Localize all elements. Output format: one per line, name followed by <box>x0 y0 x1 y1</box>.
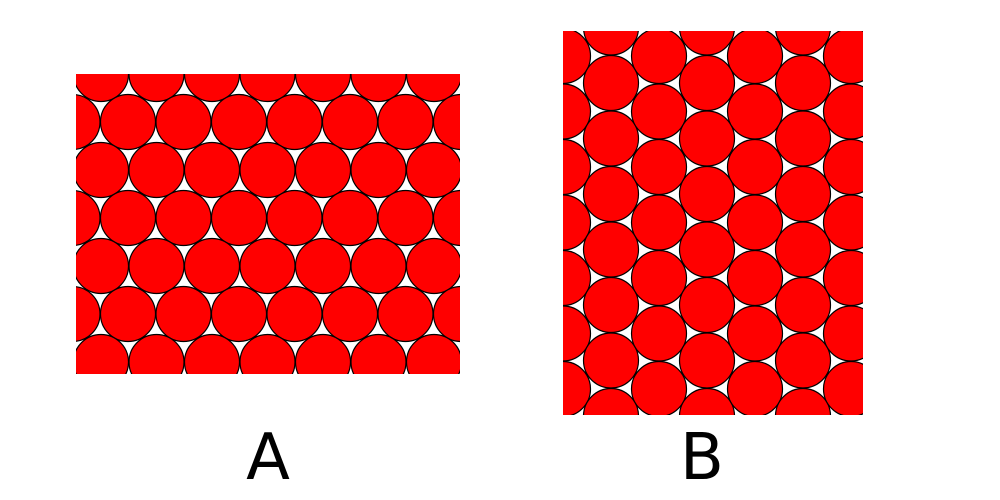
panel-a-circle <box>155 189 212 247</box>
panel-a-circle <box>377 285 434 343</box>
panel-b-circle <box>582 110 640 167</box>
panel-a-circle <box>210 93 268 151</box>
panel-b-hexagonal-packing <box>563 31 863 415</box>
panel-a-circle <box>432 189 460 247</box>
panel-a-circle <box>321 93 379 151</box>
panel-a-circle <box>183 141 241 199</box>
panel-a-circle <box>266 285 323 343</box>
panel-a-circle <box>350 141 407 199</box>
panel-a-circle <box>239 74 296 103</box>
panel-a-hexagonal-packing <box>76 74 460 374</box>
panel-b-circle <box>678 276 736 334</box>
panel-a-circle <box>76 74 130 103</box>
panel-a-circle <box>350 237 407 295</box>
panel-b-circle <box>563 194 592 251</box>
panel-a-circle <box>99 285 157 343</box>
panel-b-circle <box>774 54 832 112</box>
panel-a-circle <box>76 237 130 295</box>
panel-b-circle <box>582 332 640 389</box>
panel-a-circle <box>321 189 379 247</box>
panel-b-circle <box>678 221 736 278</box>
panel-b-circle <box>774 387 832 415</box>
panel-a-circle <box>239 141 296 199</box>
panel-b-circle <box>678 387 736 415</box>
panel-a-circle <box>239 237 296 295</box>
panel-a-circle <box>128 237 185 295</box>
panel-a-circle <box>128 74 185 103</box>
panel-b-circle <box>630 305 688 362</box>
panel-b-circle <box>774 110 832 167</box>
panel-b-circle <box>774 221 832 278</box>
panel-b-circle <box>563 83 592 140</box>
panel-b-circle <box>726 31 784 85</box>
panel-a-circle <box>266 189 323 247</box>
panel-b-circle <box>678 110 736 167</box>
panel-b-circle <box>630 31 688 85</box>
panel-a-circle <box>128 141 185 199</box>
panel-a-circle <box>294 141 352 199</box>
panel-a-circle <box>294 74 352 103</box>
panel-a-circle <box>155 285 212 343</box>
panel-b-circle <box>563 360 592 415</box>
panel-b-circle <box>563 249 592 307</box>
panel-b-circle <box>582 54 640 112</box>
panel-a-circle <box>210 285 268 343</box>
panel-a-circle <box>294 237 352 295</box>
panel-b-circle <box>726 360 784 415</box>
panel-b-circle <box>726 83 784 140</box>
panel-a-circle <box>432 93 460 151</box>
panel-b-circle <box>774 165 832 223</box>
panel-a-circle <box>321 285 379 343</box>
panel-a-circle <box>432 285 460 343</box>
panel-b-circle <box>774 332 832 389</box>
panel-b-circle <box>822 360 863 415</box>
panel-a-circle <box>155 93 212 151</box>
panel-b-circle <box>726 194 784 251</box>
panel-a-label: A <box>246 421 290 495</box>
panel-a-circle <box>99 189 157 247</box>
panel-a-circle <box>405 74 460 103</box>
panel-a-circle <box>405 141 460 199</box>
panel-a-circle <box>76 141 130 199</box>
panel-b-circle <box>582 165 640 223</box>
panel-b-circle <box>582 221 640 278</box>
panel-a-circle <box>210 189 268 247</box>
panel-a-circle <box>266 93 323 151</box>
panel-b-circle <box>774 276 832 334</box>
panel-b-circle <box>678 332 736 389</box>
panel-b-circle <box>582 387 640 415</box>
panel-b-circle <box>726 138 784 196</box>
panel-b-circle <box>630 83 688 140</box>
panel-b-circle <box>678 54 736 112</box>
panel-b-circle <box>630 249 688 307</box>
panel-b-circle <box>678 165 736 223</box>
panel-b-circle <box>726 305 784 362</box>
panel-b-circle <box>630 360 688 415</box>
panel-a-circle <box>99 93 157 151</box>
panel-a-circle <box>377 93 434 151</box>
panel-b-circle <box>726 249 784 307</box>
panel-a-circle <box>350 74 407 103</box>
panel-a-circle <box>405 237 460 295</box>
panel-b-label: B <box>680 421 724 495</box>
panel-b-circle <box>563 31 592 85</box>
panel-b-circle <box>630 138 688 196</box>
panel-b-circle <box>630 194 688 251</box>
panel-a-circle <box>183 74 241 103</box>
panel-a-circle <box>183 237 241 295</box>
panel-a-circle <box>405 333 460 374</box>
panel-b-circle <box>582 276 640 334</box>
panel-b-circle <box>563 138 592 196</box>
panel-b-circle <box>563 305 592 362</box>
panel-a-circle <box>377 189 434 247</box>
